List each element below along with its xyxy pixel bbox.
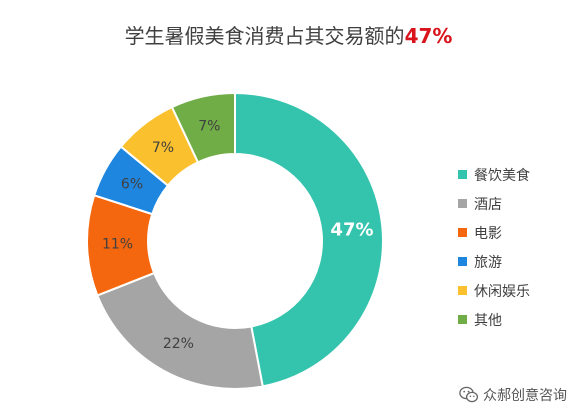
legend-item: 餐饮美食 bbox=[458, 160, 530, 189]
data-label: 22% bbox=[163, 336, 194, 352]
legend-item: 旅游 bbox=[458, 247, 530, 276]
donut-slice bbox=[96, 271, 264, 390]
data-label: 6% bbox=[121, 176, 143, 192]
legend-label: 休闲娱乐 bbox=[474, 283, 530, 300]
wechat-icon bbox=[459, 386, 479, 403]
legend-swatch bbox=[458, 257, 467, 266]
legend-item: 电影 bbox=[458, 218, 530, 247]
data-label: 11% bbox=[102, 237, 133, 253]
chart-title: 学生暑假美食消费占其交易额的47% bbox=[0, 20, 577, 49]
legend-item: 其他 bbox=[458, 305, 530, 334]
watermark-text: 众郝创意咨询 bbox=[483, 388, 567, 404]
legend: 餐饮美食酒店电影旅游休闲娱乐其他 bbox=[458, 160, 530, 334]
legend-swatch bbox=[458, 228, 467, 237]
legend-swatch bbox=[458, 199, 467, 208]
data-label: 7% bbox=[198, 118, 220, 134]
legend-swatch bbox=[458, 170, 467, 179]
legend-label: 餐饮美食 bbox=[474, 167, 530, 184]
legend-swatch bbox=[458, 286, 467, 295]
legend-label: 旅游 bbox=[474, 254, 502, 271]
legend-item: 休闲娱乐 bbox=[458, 276, 530, 305]
legend-label: 电影 bbox=[474, 225, 502, 242]
chart-title-prefix: 学生暑假美食消费占其交易额的 bbox=[124, 24, 405, 48]
legend-item: 酒店 bbox=[458, 189, 530, 218]
legend-label: 其他 bbox=[474, 312, 502, 329]
watermark: 众郝创意咨询 bbox=[459, 385, 567, 405]
data-label: 7% bbox=[152, 140, 174, 156]
data-label: 47% bbox=[330, 219, 373, 240]
donut-slice bbox=[234, 91, 384, 388]
legend-swatch bbox=[458, 315, 467, 324]
legend-label: 酒店 bbox=[474, 196, 502, 213]
donut-slice bbox=[170, 91, 236, 164]
chart-title-highlight: 47% bbox=[404, 24, 453, 48]
